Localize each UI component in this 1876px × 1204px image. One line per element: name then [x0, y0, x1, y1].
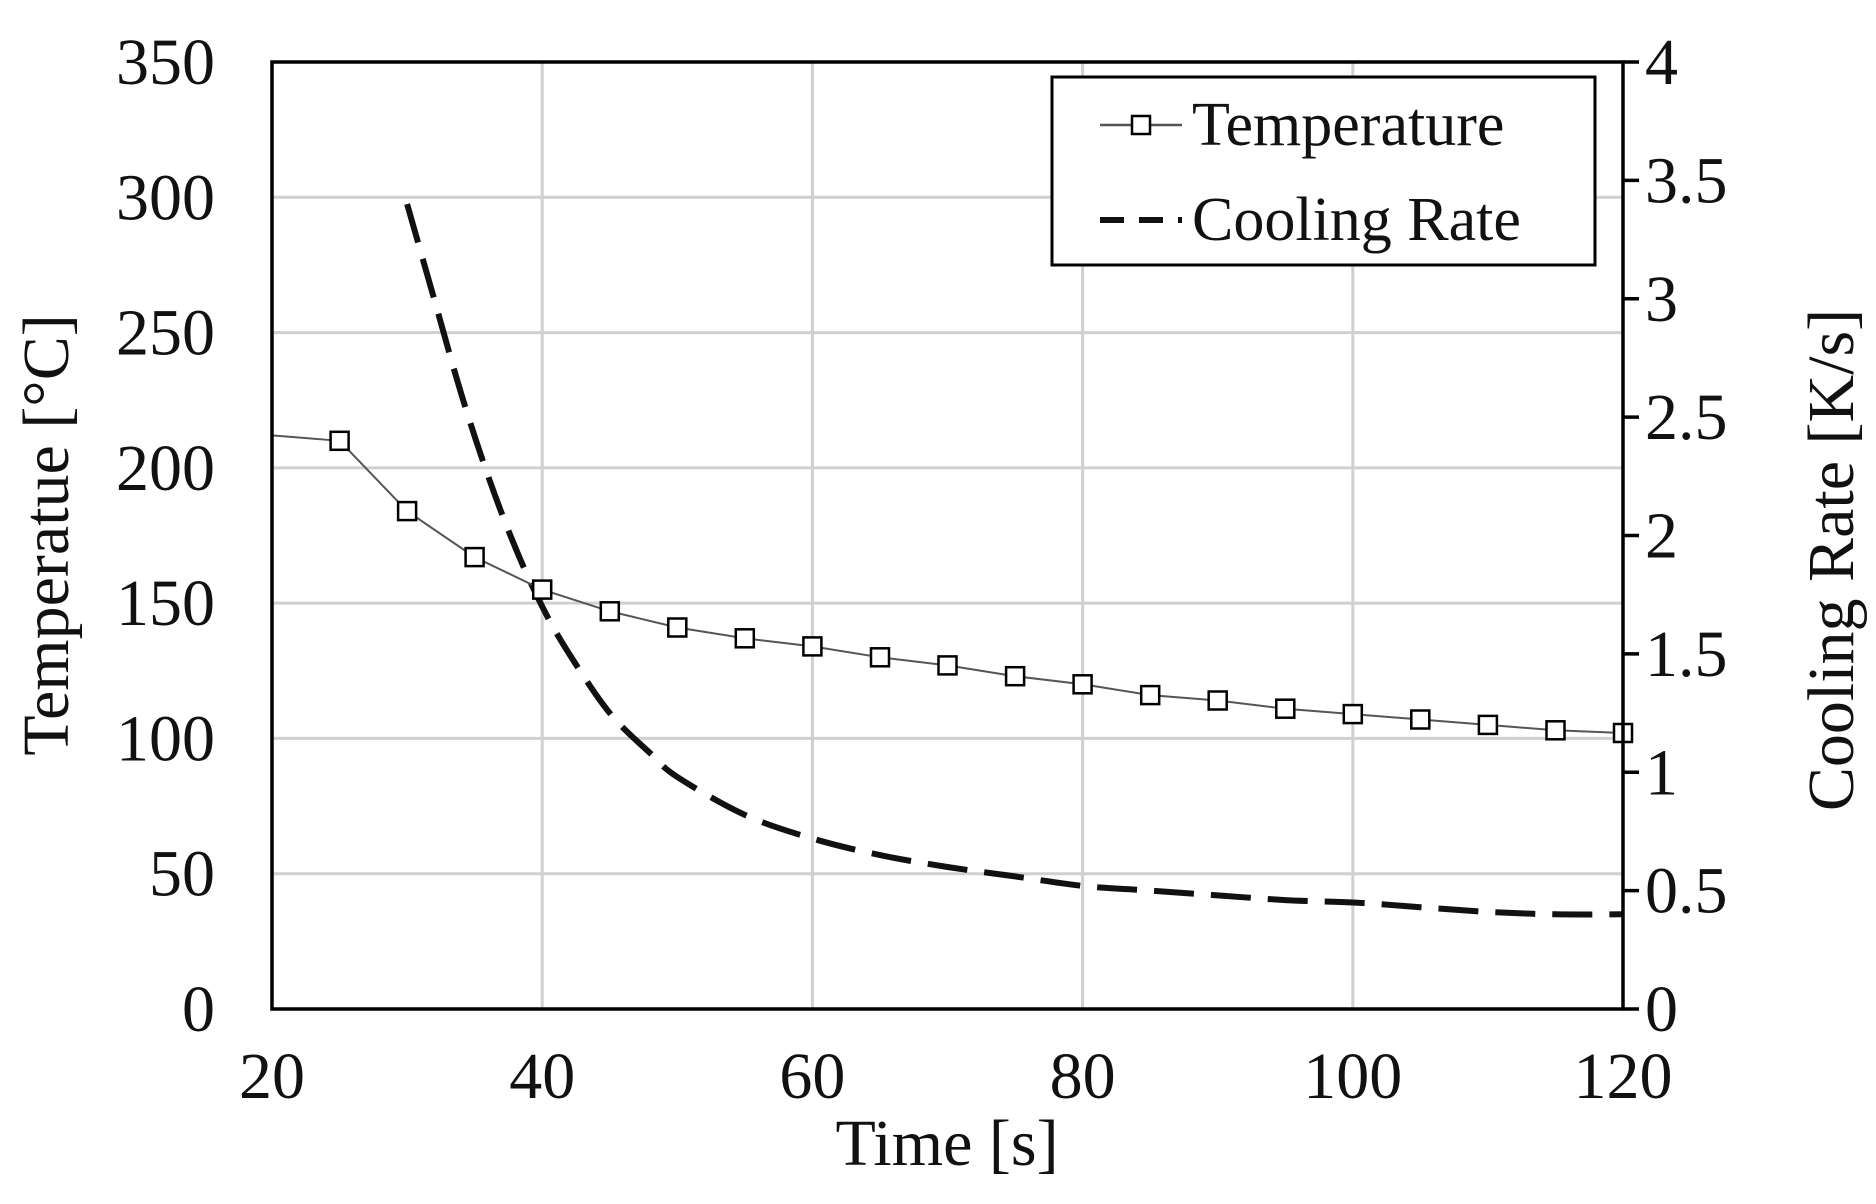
temperature-point — [599, 601, 621, 622]
legend-cooling-rate-label: Cooling Rate — [1192, 186, 1521, 254]
y-tick-label: 150 — [116, 567, 215, 640]
y-tick-label: 350 — [116, 26, 215, 99]
y2-tick-label: 0 — [1645, 973, 1678, 1046]
x-tick-label: 20 — [239, 1040, 305, 1113]
y2-tick-label: 2.5 — [1645, 381, 1728, 454]
y-tick-label: 200 — [116, 432, 215, 505]
y2-tick-label: 1 — [1645, 736, 1678, 809]
temperature-point — [1207, 690, 1228, 711]
y-tick-label: 50 — [149, 838, 215, 911]
legend-box — [1050, 75, 1597, 267]
temperature-point — [1342, 703, 1364, 725]
x-axis-title: Time [s] — [835, 1107, 1058, 1180]
x-tick-label: 120 — [1574, 1040, 1673, 1113]
legend-temperature-label: Temperature — [1192, 91, 1504, 159]
y2-tick-label: 4 — [1645, 26, 1678, 99]
temperature-point — [937, 655, 958, 676]
temperature-point — [869, 647, 891, 668]
temperature-point — [1139, 684, 1161, 706]
temperature-point — [1410, 709, 1431, 730]
legend: Temperature Cooling Rate — [1050, 75, 1597, 267]
temperature-point — [1477, 714, 1499, 736]
temperature-series — [271, 430, 1634, 744]
temperature-point — [1545, 720, 1566, 741]
y-tick-label: 100 — [116, 702, 215, 775]
y2-tick-label: 1.5 — [1645, 618, 1728, 691]
cooling-rate-line — [404, 203, 1624, 918]
legend-temperature-marker — [1130, 114, 1152, 136]
x-tick-label: 100 — [1303, 1040, 1402, 1113]
temperature-point — [329, 430, 350, 452]
y-axis-title: Temperatue [°C] — [10, 314, 83, 755]
temperature-point — [734, 628, 756, 649]
x-tick-label: 80 — [1050, 1040, 1116, 1113]
y-tick-label: 0 — [182, 973, 215, 1046]
temperature-point — [1275, 698, 1296, 719]
temperature-point — [1072, 674, 1093, 695]
x-tick-label: 40 — [509, 1040, 575, 1113]
temperature-point — [464, 546, 485, 568]
y-tick-label: 300 — [116, 161, 215, 234]
x-tick-label: 60 — [779, 1040, 845, 1113]
temperature-point — [667, 617, 688, 638]
temperature-point — [802, 636, 823, 657]
y2-axis-title: Cooling Rate [K/s] — [1795, 309, 1868, 811]
temperature-line — [271, 434, 1624, 734]
y2-tick-label: 3.5 — [1645, 144, 1728, 217]
cooling-rate-series — [404, 203, 1624, 918]
y2-tick-label: 2 — [1645, 500, 1678, 573]
y-tick-label: 250 — [116, 297, 215, 370]
temperature-point — [1004, 665, 1026, 687]
y2-tick-label: 3 — [1645, 263, 1678, 336]
temperature-point — [396, 500, 418, 522]
y2-tick-label: 0.5 — [1645, 855, 1728, 928]
temperature-point — [531, 579, 553, 600]
tick-layer: 20 40 60 80 100 12005010015020025030035000.51… — [116, 26, 1728, 1113]
